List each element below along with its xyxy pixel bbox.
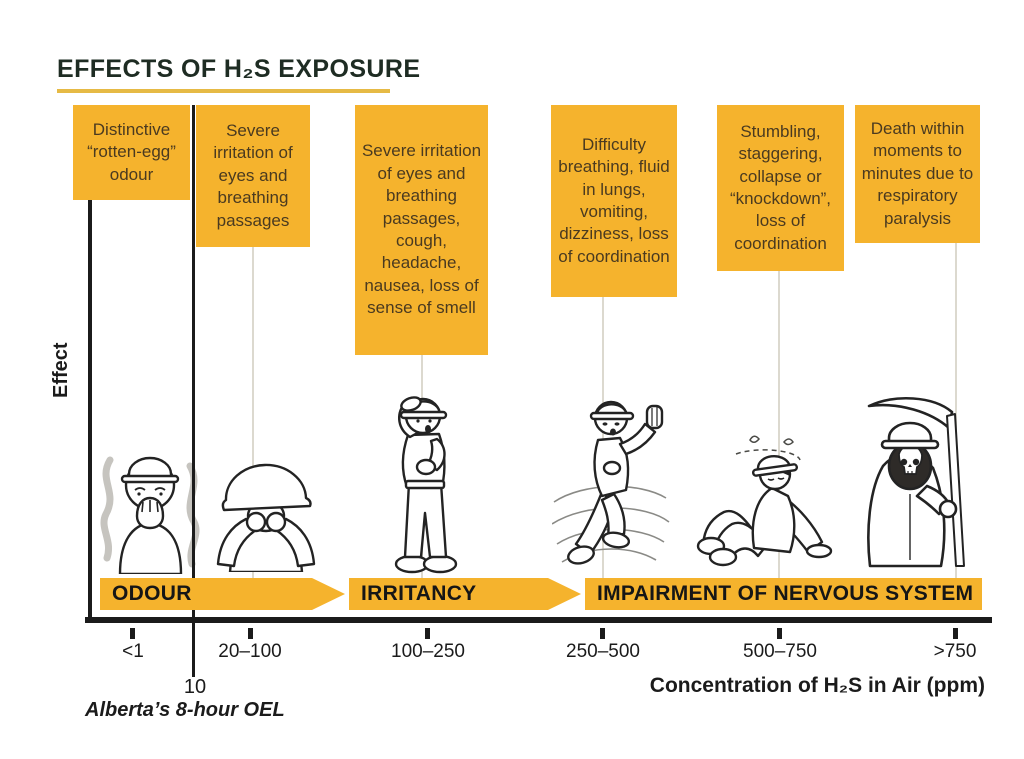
worker-stumbling-dizzy-icon	[552, 400, 670, 565]
zone-banner-odour: ODOUR	[100, 578, 345, 610]
x-tick	[600, 628, 605, 639]
page-title: EFFECTS OF H₂S EXPOSURE	[57, 55, 421, 83]
y-axis-label: Effect	[50, 342, 72, 398]
title-underline	[57, 89, 390, 93]
x-tick-label: >750	[933, 641, 977, 662]
zone-banner-nervous-system: IMPAIRMENT OF NERVOUS SYSTEM	[585, 578, 982, 610]
y-axis-line	[88, 107, 92, 623]
worker-pinching-nose-icon	[100, 456, 200, 574]
x-axis-label: Concentration of H₂S in Air (ppm)	[649, 674, 985, 697]
oel-label: Alberta’s 8-hour OEL	[85, 699, 285, 721]
worker-coughing-icon	[394, 396, 458, 574]
x-tick	[248, 628, 253, 639]
zone-nervous-system-label: IMPAIRMENT OF NERVOUS SYSTEM	[597, 582, 974, 605]
oel-value: 10	[183, 676, 207, 698]
zone-banner-irritancy: IRRITANCY	[349, 578, 581, 610]
box-connector-line	[602, 296, 604, 578]
x-tick	[777, 628, 782, 639]
x-tick-label: 100–250	[391, 641, 465, 662]
effect-box-odour: Distinctive “rotten-egg” odour	[73, 105, 190, 200]
effect-box-death: Death within moments to minutes due to r…	[855, 105, 980, 243]
zone-irritancy-label: IRRITANCY	[361, 582, 477, 605]
worker-rubbing-eyes-icon	[216, 463, 316, 572]
x-tick-label: 20–100	[218, 641, 282, 662]
zone-odour-label: ODOUR	[112, 582, 192, 605]
worker-collapsed-icon	[696, 435, 833, 567]
x-tick	[130, 628, 135, 639]
grim-reaper-icon	[867, 397, 965, 568]
effect-box-breathing-difficulty: Difficulty breathing, fluid in lungs, vo…	[551, 105, 677, 297]
x-tick	[425, 628, 430, 639]
effect-box-irritation: Severe irritation of eyes and breathing …	[196, 105, 310, 247]
oel-marker-line	[192, 105, 195, 677]
x-tick-label: 500–750	[743, 641, 817, 662]
x-tick-label: <1	[122, 641, 144, 662]
x-tick-label: 250–500	[566, 641, 640, 662]
x-tick	[953, 628, 958, 639]
box-connector-line	[955, 242, 957, 578]
box-connector-line	[778, 270, 780, 578]
x-axis-line	[85, 617, 992, 623]
box-connector-line	[252, 247, 254, 578]
effect-box-knockdown: Stumbling, staggering, collapse or “knoc…	[717, 105, 844, 271]
effect-box-severe-irritation: Severe irritation of eyes and breathing …	[355, 105, 488, 355]
